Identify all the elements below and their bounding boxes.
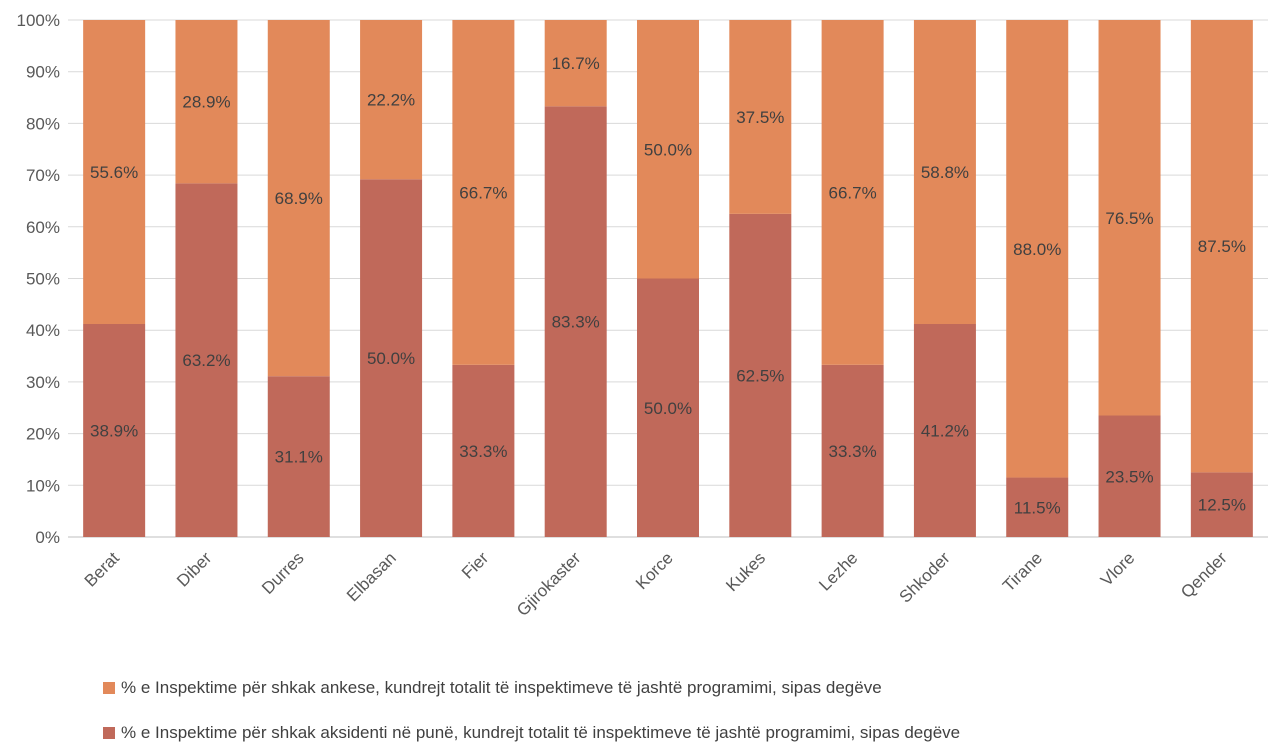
bar-segment bbox=[1006, 20, 1069, 478]
data-label: 55.6% bbox=[90, 163, 138, 182]
y-tick-label: 50% bbox=[26, 270, 60, 289]
data-label: 37.5% bbox=[736, 108, 784, 127]
bar-segment bbox=[360, 20, 423, 180]
data-label: 66.7% bbox=[829, 183, 877, 202]
data-label: 68.9% bbox=[275, 189, 323, 208]
data-label: 41.2% bbox=[921, 421, 969, 440]
data-label: 16.7% bbox=[552, 54, 600, 73]
y-tick-label: 90% bbox=[26, 63, 60, 82]
bar-segment bbox=[637, 278, 699, 537]
data-label: 87.5% bbox=[1198, 237, 1246, 256]
data-label: 83.3% bbox=[552, 313, 600, 332]
x-tick-label: Qender bbox=[1177, 548, 1231, 602]
x-tick-label: Berat bbox=[81, 548, 123, 590]
bar-segment bbox=[452, 20, 515, 365]
y-tick-label: 80% bbox=[26, 114, 60, 133]
x-tick-label: Tirane bbox=[999, 548, 1046, 595]
bar-segment bbox=[637, 20, 699, 279]
data-label: 76.5% bbox=[1105, 209, 1153, 228]
y-tick-label: 70% bbox=[26, 166, 60, 185]
data-label: 50.0% bbox=[367, 349, 415, 368]
x-tick-label: Gjirokaster bbox=[513, 548, 585, 620]
stacked-bar-chart: 0% 10% 20% 30% 40% 50% 60% 70% 80% 90% 100% 38.9% 55… bbox=[17, 11, 1268, 620]
data-label: 88.0% bbox=[1013, 240, 1061, 259]
x-tick-label: Elbasan bbox=[343, 548, 400, 605]
bar-segment bbox=[1190, 472, 1253, 537]
bar-segment bbox=[452, 364, 515, 537]
legend-item-aksidenti: % e Inspektime për shkak aksidenti në pu… bbox=[103, 723, 960, 743]
data-label: 66.7% bbox=[459, 183, 507, 202]
bar-segment bbox=[544, 106, 607, 538]
bar-segment bbox=[821, 364, 884, 537]
legend-label-ankese: % e Inspektime për shkak ankese, kundrej… bbox=[121, 678, 882, 697]
x-tick-label: Shkoder bbox=[896, 548, 954, 606]
bar-segment bbox=[1006, 477, 1069, 537]
data-label: 33.3% bbox=[459, 442, 507, 461]
data-label: 11.5% bbox=[1014, 498, 1061, 517]
bar-segment bbox=[1098, 20, 1161, 416]
x-tick-label: Korce bbox=[632, 548, 677, 593]
bar-segment bbox=[83, 20, 146, 324]
x-tick-label: Vlore bbox=[1097, 548, 1138, 589]
x-tick-label: Durres bbox=[258, 548, 308, 598]
y-tick-label: 0% bbox=[35, 528, 60, 547]
bar-segment bbox=[175, 20, 238, 184]
x-tick-label: Fier bbox=[458, 548, 492, 582]
data-label: 12.5% bbox=[1198, 496, 1246, 515]
bar-segment bbox=[544, 20, 607, 107]
data-label: 22.2% bbox=[367, 91, 415, 110]
y-tick-label: 20% bbox=[26, 425, 60, 444]
legend-label-aksidenti: % e Inspektime për shkak aksidenti në pu… bbox=[121, 723, 961, 742]
data-label: 62.5% bbox=[736, 366, 784, 385]
data-label: 23.5% bbox=[1105, 467, 1153, 486]
legend-swatch-aksidenti bbox=[103, 727, 115, 739]
y-tick-label: 100% bbox=[17, 11, 60, 30]
data-label: 33.3% bbox=[829, 442, 877, 461]
bar-segment bbox=[267, 20, 330, 377]
legend-item-ankese: % e Inspektime për shkak ankese, kundrej… bbox=[103, 678, 882, 698]
x-tick-label: Lezhe bbox=[815, 548, 861, 594]
bar-segment bbox=[83, 323, 146, 537]
y-tick-label: 40% bbox=[26, 321, 60, 340]
data-label: 38.9% bbox=[90, 421, 138, 440]
bar-segment bbox=[729, 213, 792, 537]
x-tick-label: Diber bbox=[173, 548, 215, 590]
y-tick-label: 10% bbox=[26, 476, 60, 495]
y-tick-label: 30% bbox=[26, 373, 60, 392]
bar-segment bbox=[913, 323, 976, 537]
bar-segment bbox=[1190, 20, 1253, 473]
bar-segment bbox=[913, 20, 976, 324]
bar-segment bbox=[175, 183, 238, 537]
bar-segment bbox=[267, 376, 330, 537]
data-label: 28.9% bbox=[182, 93, 230, 112]
data-label: 50.0% bbox=[644, 140, 692, 159]
y-tick-label: 60% bbox=[26, 218, 60, 237]
bar-segment bbox=[1098, 415, 1161, 537]
bar-segment bbox=[729, 20, 792, 214]
bar-segment bbox=[821, 20, 884, 365]
data-label: 58.8% bbox=[921, 163, 969, 182]
data-label: 63.2% bbox=[182, 351, 230, 370]
legend-swatch-ankese bbox=[103, 682, 115, 694]
data-label: 31.1% bbox=[275, 448, 323, 467]
data-label: 50.0% bbox=[644, 399, 692, 418]
x-tick-label: Kukes bbox=[722, 548, 769, 595]
bar-segment bbox=[360, 179, 423, 537]
